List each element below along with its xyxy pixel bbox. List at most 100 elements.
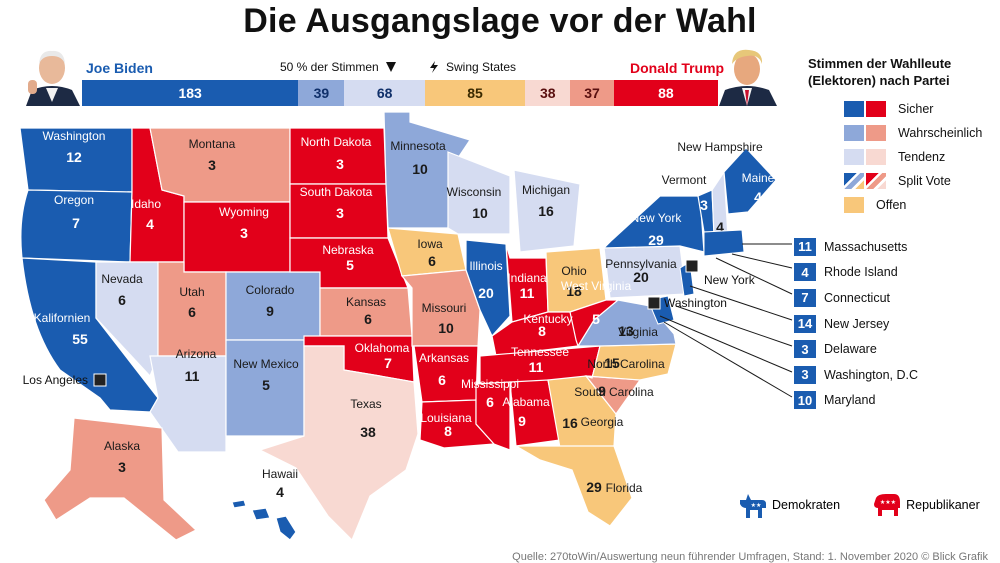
state-votes-wi: 10 xyxy=(472,205,488,221)
legend-item: Split Vote xyxy=(844,169,982,193)
state-votes-ca: 55 xyxy=(72,331,88,347)
legend-swatch-dem xyxy=(844,125,864,141)
small-state-row: 3 Washington, D.C xyxy=(794,362,918,388)
state-votes-fl: 29 xyxy=(586,479,602,495)
svg-text:★★: ★★ xyxy=(751,502,762,509)
small-state-row: 11 Massachusetts xyxy=(794,234,918,260)
legend-label: Tendenz xyxy=(898,150,946,164)
small-state-votes: 3 xyxy=(794,340,816,359)
us-electoral-map: Washington12Oregon7Kalifornien55Idaho4Ne… xyxy=(19,111,793,542)
state-label-nc: North Carolina xyxy=(587,357,665,371)
state-votes-mo: 10 xyxy=(438,320,454,336)
state-label-la: Louisiana xyxy=(420,411,472,425)
state-label-in: Indiana xyxy=(507,271,547,285)
legend-title-line1: Stimmen der Wahlleute xyxy=(808,56,952,71)
legend-label: Split Vote xyxy=(898,174,951,188)
state-votes-nm: 5 xyxy=(262,377,270,393)
state-shape-tx xyxy=(258,345,419,542)
small-state-votes: 14 xyxy=(794,314,816,333)
state-votes-pa: 20 xyxy=(633,269,649,285)
state-shape-ia xyxy=(387,227,467,277)
lightning-icon xyxy=(430,61,438,73)
small-state-name: New Jersey xyxy=(824,316,890,331)
state-votes-oh: 18 xyxy=(566,283,582,299)
party-legend: ★★ Demokraten ★★★ Republikaner xyxy=(738,492,980,518)
bar-segment-dem_safe: 183 xyxy=(82,80,299,106)
state-label-wv: West Virginia xyxy=(561,279,632,293)
state-shape-southern-new-england xyxy=(703,229,745,257)
state-label-ny: New York xyxy=(631,211,683,225)
electoral-vote-bar: 183 39 68 85 38 37 88 xyxy=(82,80,718,106)
state-votes-sd: 3 xyxy=(336,205,344,221)
state-votes-tx: 38 xyxy=(360,424,376,440)
state-votes-or: 7 xyxy=(72,215,80,231)
state-votes-tn: 11 xyxy=(529,359,544,375)
state-label-or: Oregon xyxy=(54,193,94,207)
state-votes-mt: 3 xyxy=(208,157,216,173)
state-label-al: Alabama xyxy=(502,395,550,409)
state-label-ga: Georgia xyxy=(581,415,624,429)
legend-swatch-rep xyxy=(866,149,886,165)
small-state-name: Washington, D.C xyxy=(824,367,919,382)
biden-avatar xyxy=(22,42,82,106)
state-votes-mn: 10 xyxy=(412,161,428,177)
state-votes-ar: 6 xyxy=(438,372,446,388)
state-label-va: Virginia xyxy=(618,325,658,339)
bar-segment-dem_lean: 68 xyxy=(344,80,425,106)
state-label-nv: Nevada xyxy=(101,272,143,286)
state-shape-wi xyxy=(447,151,511,235)
legend-swatch-dem xyxy=(844,197,864,213)
state-votes-ne: 5 xyxy=(346,257,354,273)
state-shape-or xyxy=(20,189,133,263)
state-votes-ks: 6 xyxy=(364,311,372,327)
small-state-row: 7 Connecticut xyxy=(794,285,918,311)
biden-name: Joe Biden xyxy=(86,60,153,76)
state-label-id: Idaho xyxy=(131,197,161,211)
small-state-votes: 3 xyxy=(794,365,816,384)
state-votes-ok: 7 xyxy=(384,355,392,371)
small-state-name: Maryland xyxy=(824,393,876,408)
state-votes-nv: 6 xyxy=(118,292,126,308)
state-shape-ak xyxy=(43,417,198,541)
state-votes-vt: 3 xyxy=(700,197,708,213)
small-state-row: 4 Rhode Island xyxy=(794,260,918,286)
state-label-ia: Iowa xyxy=(417,237,443,251)
state-label-vt: Vermont xyxy=(662,173,707,187)
state-label-mi: Michigan xyxy=(522,183,570,197)
state-shape-mi xyxy=(513,169,581,253)
rep-label: Republikaner xyxy=(906,498,980,512)
page-title: Die Ausgangslage vor der Wahl xyxy=(243,2,757,40)
state-votes-nc: 15 xyxy=(604,355,620,371)
state-label-ak: Alaska xyxy=(104,439,140,453)
state-label-co: Colorado xyxy=(246,283,295,297)
state-label-sd: South Dakota xyxy=(300,185,373,199)
state-votes-mi: 16 xyxy=(538,203,554,219)
state-votes-ky: 8 xyxy=(538,323,546,339)
state-votes-la: 8 xyxy=(444,423,452,439)
trump-avatar xyxy=(717,42,777,106)
legend-title-line2: (Elektoren) nach Partei xyxy=(808,73,950,88)
small-state-row: 14 New Jersey xyxy=(794,311,918,337)
state-votes-ms: 6 xyxy=(486,394,494,410)
city-marker-washington xyxy=(647,296,661,310)
donkey-icon: ★★ xyxy=(740,494,766,518)
state-label-nh: New Hampshire xyxy=(677,140,763,154)
state-label-wa: Washington xyxy=(43,129,106,143)
state-shape-ms xyxy=(475,381,511,451)
small-state-votes: 7 xyxy=(794,288,816,307)
half-votes-label: 50 % der Stimmen xyxy=(280,60,397,74)
small-state-row: 10 Maryland xyxy=(794,388,918,414)
legend-item: Tendenz xyxy=(844,145,982,169)
state-votes-ut: 6 xyxy=(188,304,196,320)
elephant-icon: ★★★ xyxy=(874,494,901,516)
city-marker-new_york xyxy=(685,259,699,273)
legend-item: Wahrscheinlich xyxy=(844,121,982,145)
state-label-tn: Tennessee xyxy=(511,345,569,359)
leader-line xyxy=(689,285,793,321)
bar-segment-rep_safe: 88 xyxy=(613,80,718,106)
legend-swatch-rep xyxy=(866,125,886,141)
swing-states-text: Swing States xyxy=(446,60,517,74)
state-label-ok: Oklahoma xyxy=(355,341,410,355)
svg-text:★★★: ★★★ xyxy=(880,499,896,506)
state-votes-in: 11 xyxy=(520,285,535,301)
